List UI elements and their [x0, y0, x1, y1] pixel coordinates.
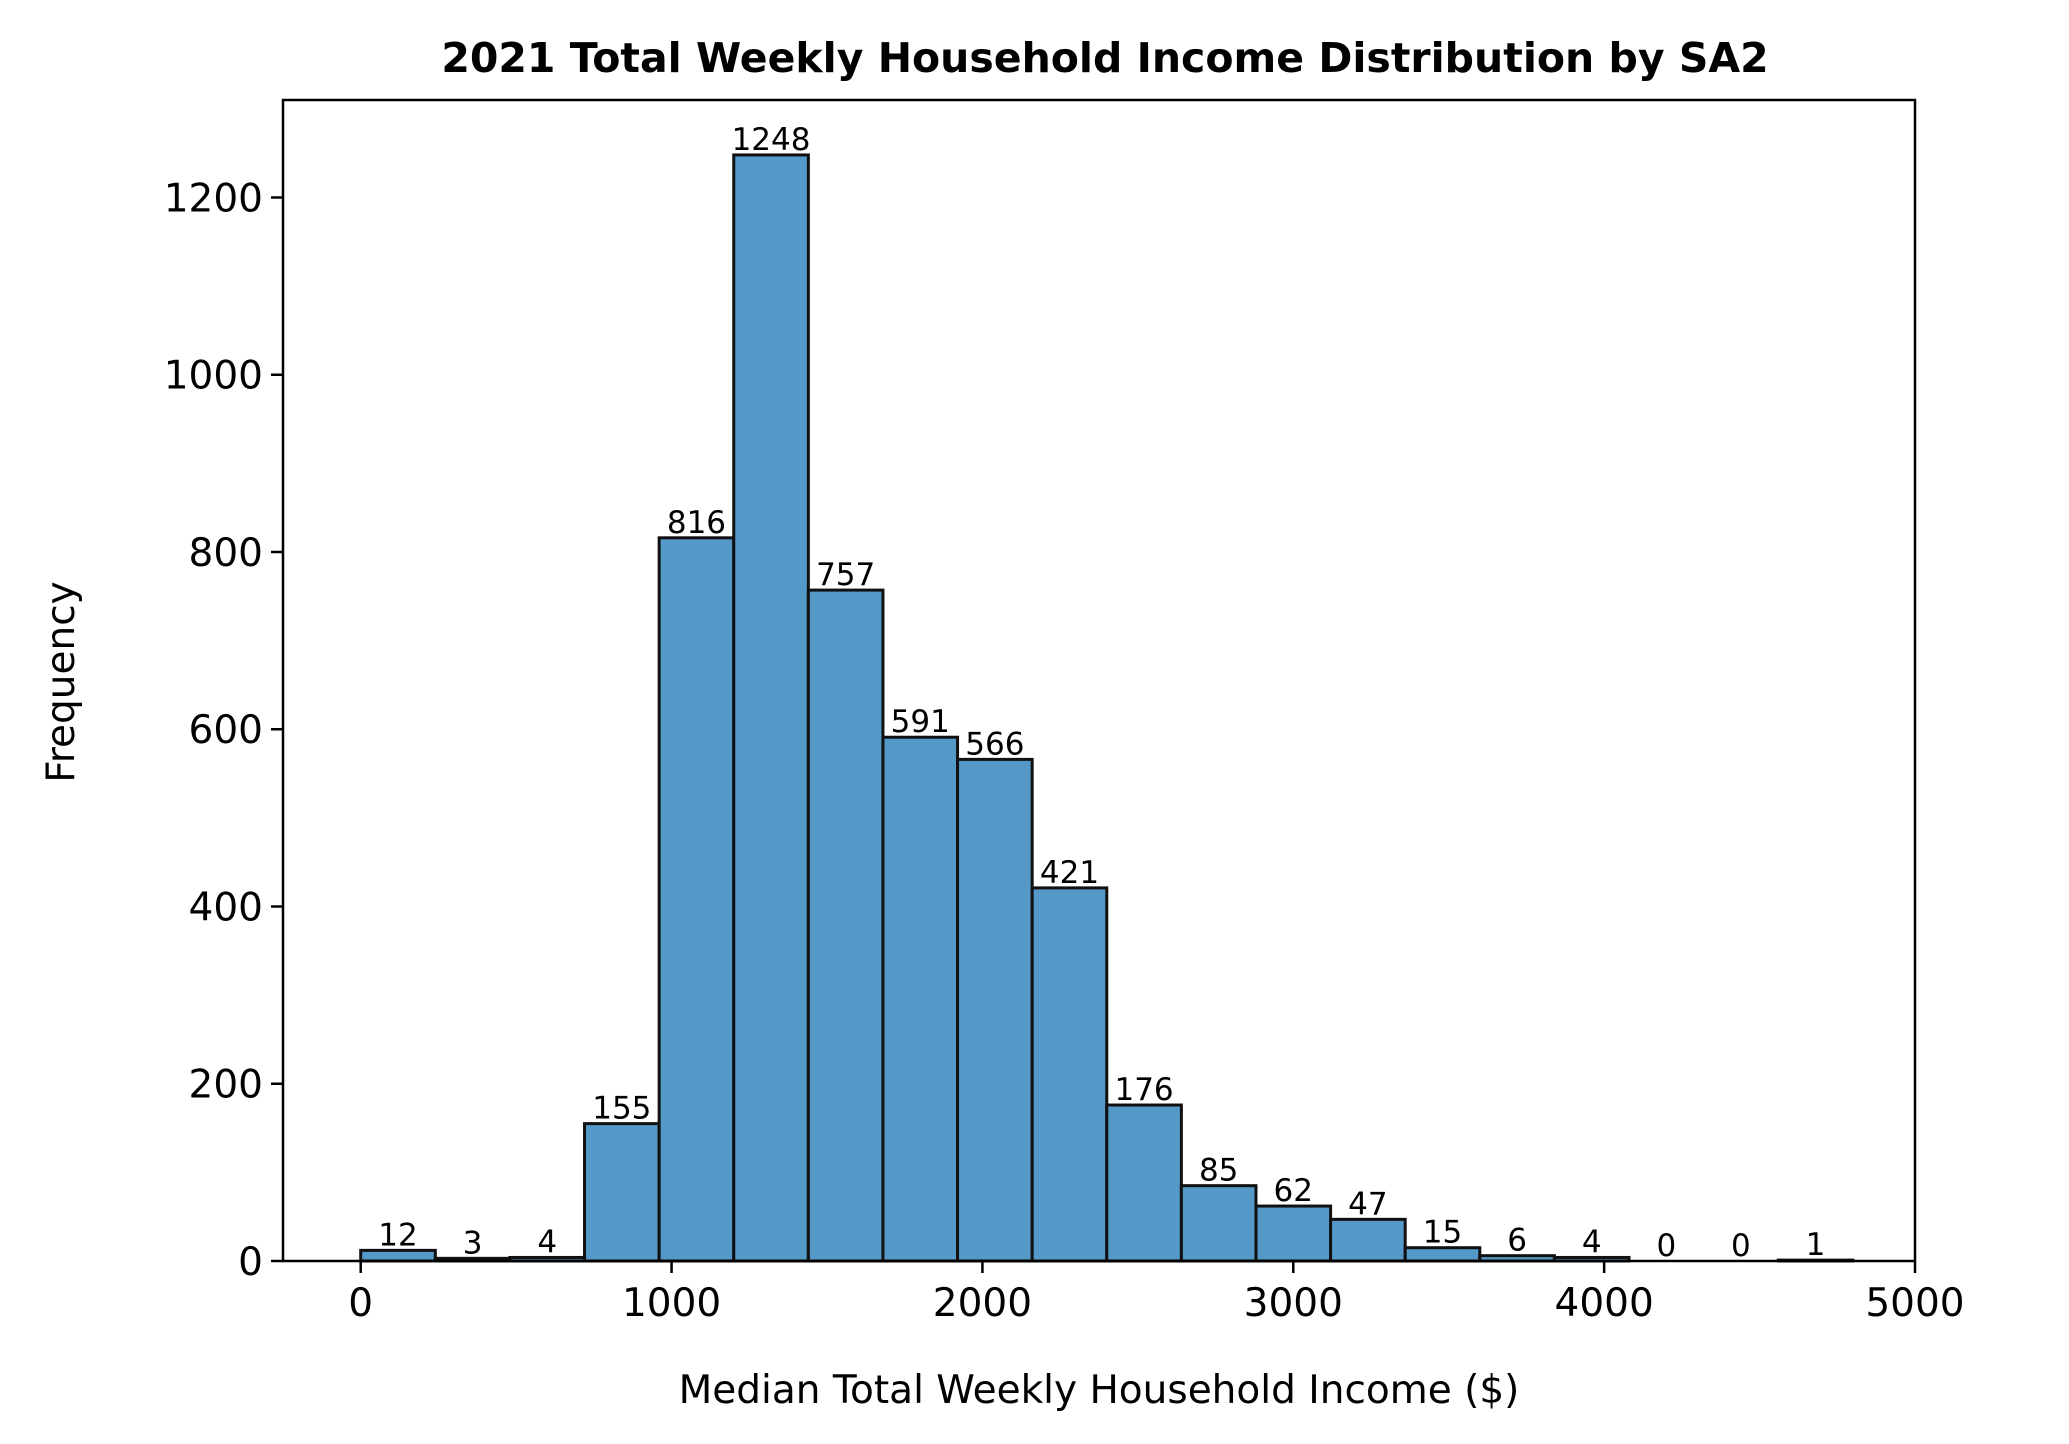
y-tick-label: 600	[189, 708, 263, 753]
histogram-bar	[583, 1122, 661, 1263]
y-tick-label: 200	[189, 1063, 263, 1108]
histogram-bar	[1329, 1217, 1407, 1263]
x-tick-label: 4000	[1555, 1281, 1654, 1326]
bar-value-label: 3	[463, 1225, 483, 1261]
x-axis: 0 1000 2000 3000 4000 5000	[348, 1261, 1965, 1326]
bar-value-label: 566	[965, 726, 1024, 762]
histogram-bar	[956, 757, 1034, 1263]
histogram-bar	[1179, 1184, 1258, 1263]
bar-value-label: 591	[891, 704, 950, 740]
y-tick-label: 800	[189, 531, 263, 576]
bar-value-label: 0	[1656, 1228, 1676, 1264]
bar-value-label: 4	[1582, 1224, 1602, 1260]
bar-value-label: 15	[1423, 1215, 1462, 1251]
x-tick-label: 2000	[933, 1281, 1032, 1326]
x-tick-label: 0	[348, 1281, 373, 1326]
bar-value-label: 12	[378, 1217, 417, 1253]
x-tick-label: 1000	[622, 1281, 721, 1326]
y-tick-label: 0	[238, 1240, 263, 1285]
x-axis-label: Median Total Weekly Household Income ($)	[679, 1368, 1520, 1413]
bar-value-label: 155	[592, 1091, 651, 1127]
bar-labels-group: 12 3 4 155 816 1248 757 591 566 421 176 85 62 47 15 6 4 0…	[378, 122, 1825, 1264]
bar-value-label: 47	[1348, 1186, 1387, 1222]
y-axis-label: Frequency	[39, 581, 84, 782]
histogram-bar	[732, 153, 810, 1263]
bar-value-label: 0	[1731, 1228, 1751, 1264]
histogram-bar	[1105, 1103, 1183, 1263]
histogram-bar	[806, 588, 885, 1263]
plot-frame	[281, 98, 1917, 1263]
y-tick-label: 1000	[164, 354, 263, 399]
x-tick-label: 5000	[1865, 1281, 1964, 1326]
histogram-bar	[1254, 1204, 1333, 1263]
bars-group	[359, 153, 1855, 1263]
chart-title: 2021 Total Weekly Household Income Distr…	[441, 34, 1768, 82]
bar-value-label: 757	[816, 557, 875, 593]
bar-value-label: 4	[537, 1224, 557, 1260]
histogram-bar	[881, 735, 960, 1263]
y-axis: 0 200 400 600 800 1000 1200	[164, 176, 283, 1285]
bar-value-label: 6	[1507, 1223, 1527, 1259]
y-tick-label: 1200	[164, 176, 263, 221]
bar-value-label: 421	[1040, 855, 1099, 891]
bar-value-label: 816	[667, 505, 726, 541]
histogram-bar	[657, 536, 736, 1263]
bar-value-label: 1	[1806, 1227, 1826, 1263]
bar-value-label: 85	[1199, 1153, 1238, 1189]
bar-value-label: 62	[1274, 1173, 1313, 1209]
y-tick-label: 400	[189, 885, 263, 930]
x-tick-label: 3000	[1244, 1281, 1343, 1326]
bar-value-label: 176	[1114, 1072, 1173, 1108]
bar-value-label: 1248	[732, 122, 811, 158]
histogram-bar	[1030, 886, 1109, 1263]
